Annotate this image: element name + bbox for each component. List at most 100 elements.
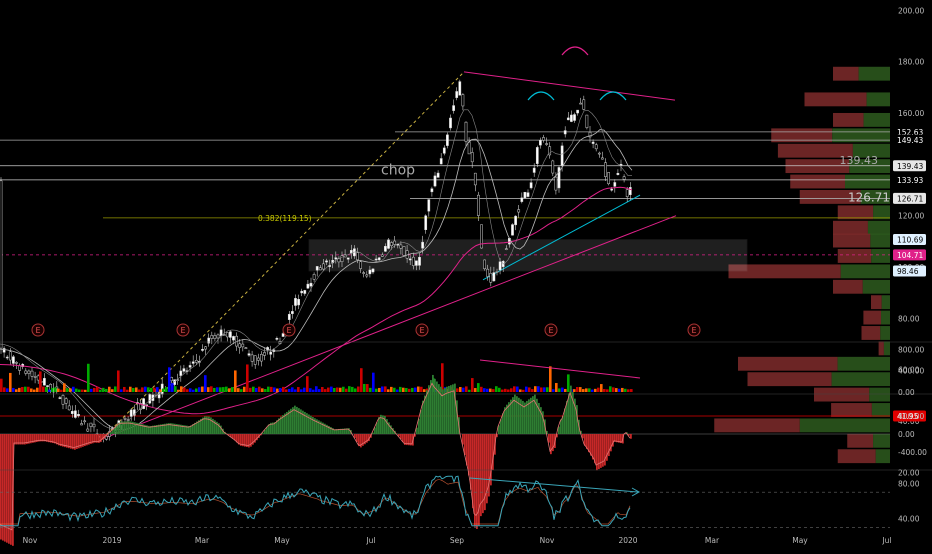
volume-bar	[180, 386, 183, 392]
candle	[335, 258, 337, 259]
candle	[428, 200, 430, 212]
volume-bar	[483, 388, 486, 392]
volume-profile-bar	[805, 92, 867, 106]
candle	[400, 245, 402, 248]
candle	[453, 106, 455, 111]
candle	[536, 147, 538, 163]
volume-bar	[621, 388, 624, 392]
volume-bar	[222, 387, 225, 392]
volume-bar	[27, 387, 30, 392]
volume-bar	[213, 388, 216, 392]
volume-bar	[399, 387, 402, 392]
candle	[598, 153, 600, 154]
candle	[301, 291, 303, 293]
price-badge-label: 133.93	[897, 176, 923, 185]
candle	[183, 369, 185, 372]
candle	[245, 348, 247, 349]
volume-bar	[6, 388, 9, 392]
candle	[9, 352, 11, 360]
volume-bar	[327, 388, 330, 392]
candle	[446, 135, 448, 146]
candle	[412, 257, 414, 265]
candle	[480, 225, 482, 248]
volume-bar	[378, 388, 381, 392]
earnings-marker-label: E	[286, 326, 291, 335]
volume-bar	[504, 389, 507, 392]
candle	[418, 257, 420, 265]
volume-axis-tick-label: 800.00	[898, 345, 924, 354]
volume-bar	[288, 389, 291, 392]
volume-bar	[492, 389, 495, 392]
volume-bar	[606, 389, 609, 392]
candle	[434, 176, 436, 186]
time-axis-tick-label: Mar	[705, 536, 720, 545]
volume-bar	[186, 389, 189, 392]
level-label-126: 126.71	[848, 190, 890, 204]
volume-profile-bar	[833, 234, 870, 248]
volume-bar	[531, 389, 534, 392]
volume-axis-tick-label: 400.00	[898, 367, 924, 376]
volume-bar	[363, 384, 366, 392]
volume-bar	[177, 390, 180, 392]
volume-bar	[93, 388, 96, 392]
candle	[226, 332, 228, 336]
volume-profile-bar	[748, 372, 832, 386]
volume-bar	[459, 387, 462, 392]
volume-profile-bar	[871, 249, 890, 263]
candle	[533, 168, 535, 172]
volume-bar	[114, 386, 117, 392]
candle	[270, 352, 272, 354]
histogram-bar	[444, 388, 446, 434]
candle	[468, 142, 470, 154]
volume-profile-bar	[841, 264, 890, 278]
candle	[527, 193, 529, 197]
volume-bar	[39, 371, 42, 392]
candle	[403, 247, 405, 256]
volume-bar	[594, 389, 597, 392]
volume-bar	[144, 387, 147, 392]
volume-axis-tick-label: 0.00	[898, 388, 915, 397]
candle	[384, 246, 386, 251]
volume-bar	[333, 388, 336, 392]
candle	[586, 115, 588, 128]
time-axis-tick-label: Nov	[23, 536, 38, 545]
volume-bar	[273, 387, 276, 392]
time-axis-tick-label: Jul	[881, 536, 891, 545]
time-axis-tick-label: Sep	[450, 536, 464, 545]
volume-bar	[498, 388, 501, 392]
volume-profile-bar	[814, 388, 869, 402]
volume-bar	[18, 388, 21, 392]
volume-bar	[63, 383, 66, 392]
candle	[505, 249, 507, 250]
level-label-139: 139.43	[840, 154, 879, 167]
volume-profile-bar	[800, 418, 890, 432]
candle	[34, 376, 36, 377]
volume-bar	[45, 387, 48, 392]
volume-bar	[102, 388, 105, 392]
candle	[629, 187, 631, 194]
volume-profile-bar	[863, 280, 890, 294]
volume-bar	[462, 388, 465, 392]
volume-bar	[618, 389, 621, 392]
candle	[28, 371, 30, 374]
volume-bar	[135, 387, 138, 392]
volume-bar	[117, 370, 120, 392]
candle	[25, 371, 27, 374]
candle	[360, 262, 362, 269]
volume-bar	[57, 389, 60, 392]
price-axis-tick-label: 80.00	[898, 314, 920, 323]
candle	[310, 283, 312, 286]
volume-bar	[99, 390, 102, 392]
candle	[611, 189, 613, 190]
volume-bar	[66, 388, 69, 392]
earnings-marker-label: E	[35, 326, 40, 335]
candle	[74, 411, 76, 418]
histogram-bar	[448, 386, 450, 434]
volume-bar	[339, 388, 342, 392]
candle	[276, 338, 278, 339]
volume-bar	[387, 389, 390, 392]
volume-profile-bar	[832, 372, 890, 386]
candle	[31, 371, 33, 376]
